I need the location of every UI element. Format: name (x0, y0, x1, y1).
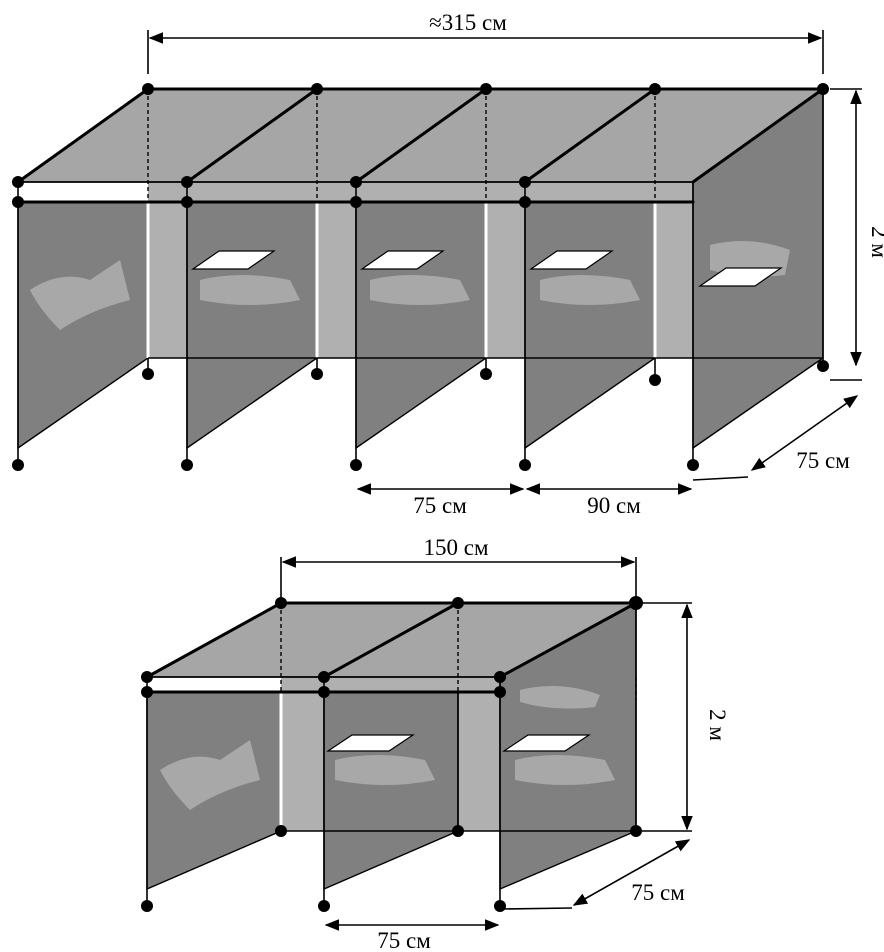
top-height-label: 2 м (867, 226, 884, 258)
top-depth-label: 75 см (796, 448, 850, 473)
top-joints (12, 83, 829, 471)
top-cell-label: 75 см (413, 493, 467, 518)
bottom-partition-2 (323, 691, 459, 891)
top-dimensions: ≈315 см 2 м 75 см 75 см 90 см (147, 10, 884, 518)
bottom-height-label: 2 м (705, 709, 730, 741)
top-partition-2 (186, 201, 318, 450)
top-end-cell-label: 90 см (587, 493, 641, 518)
bottom-depth-label: 75 см (631, 880, 685, 905)
bottom-booth-structure (141, 596, 643, 912)
bottom-dimensions: 150 см 2 м 75 см 75 см (280, 535, 730, 952)
top-partition-4 (524, 201, 656, 450)
bottom-cell-label: 75 см (377, 928, 431, 952)
top-partition-1 (17, 201, 149, 450)
top-partition-3 (355, 201, 487, 450)
top-width-label: ≈315 см (429, 10, 507, 35)
bottom-joints (141, 596, 643, 912)
bottom-width-label: 150 см (423, 535, 488, 560)
top-booth-structure (12, 83, 829, 471)
